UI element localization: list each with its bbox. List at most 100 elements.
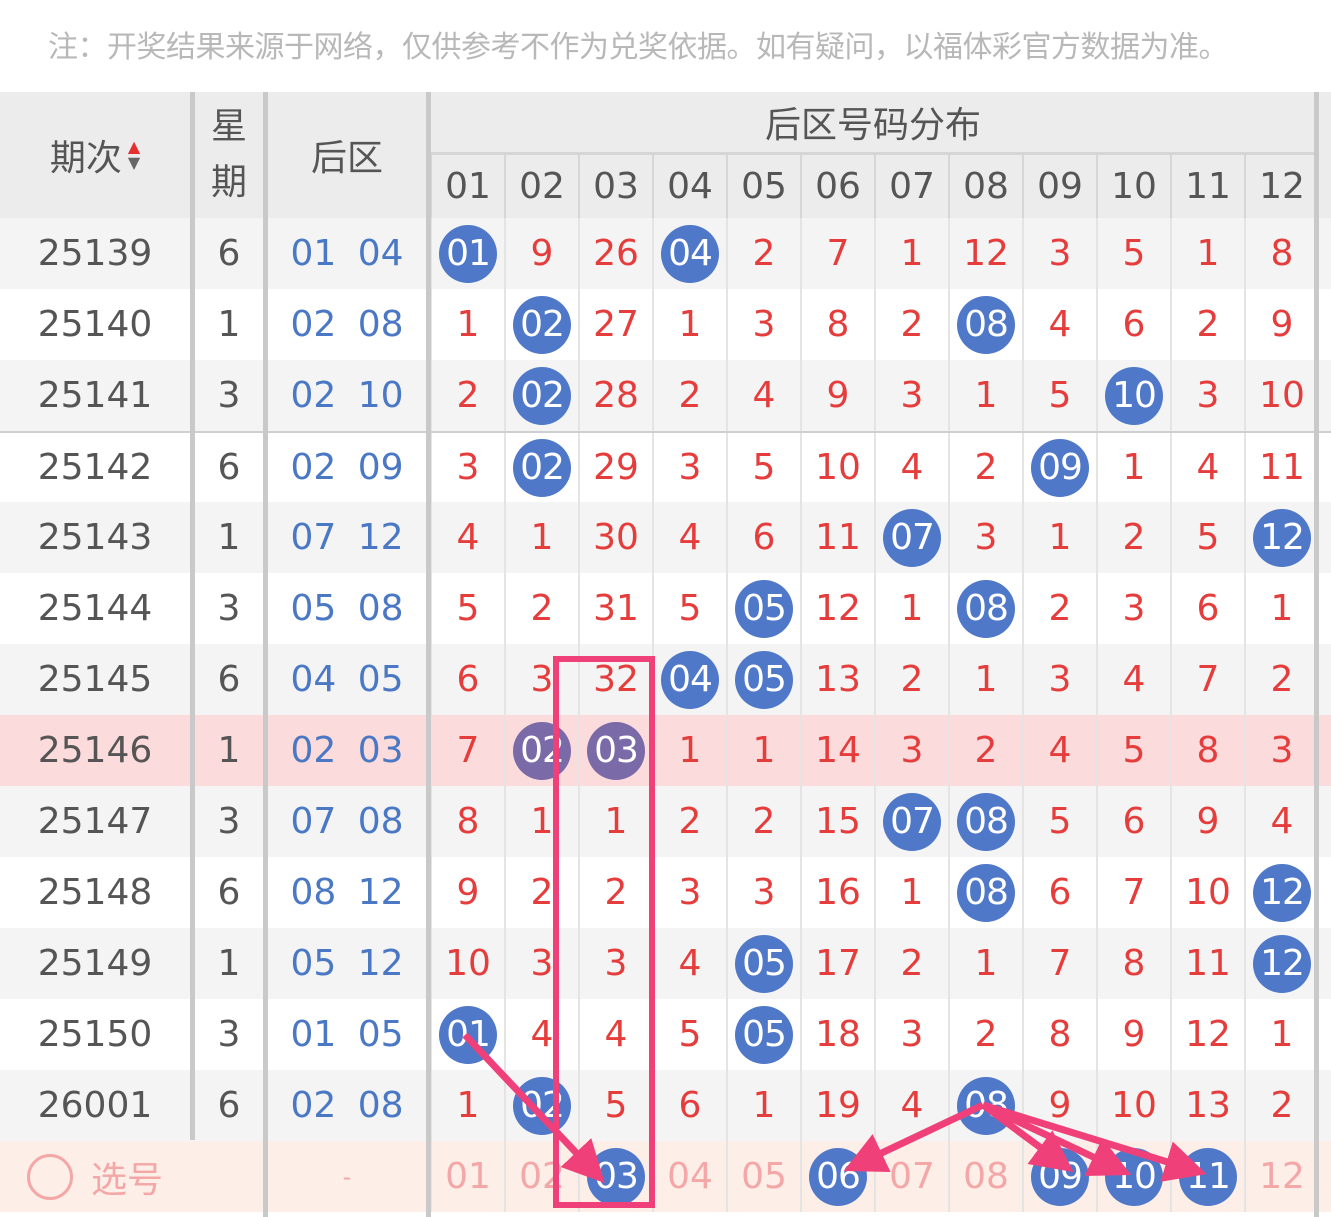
period-cell: 26001 <box>37 1085 153 1126</box>
hit-ball: 09 <box>1031 438 1089 497</box>
period-cell: 25147 <box>37 801 153 842</box>
distribution-cell: 3 <box>578 928 652 999</box>
week-cell: 1 <box>217 730 241 771</box>
table-row[interactable]: 25140 1 02 08 1 02 27 1 3 8 2 08 4 6 2 9 <box>0 289 1331 360</box>
distribution-cell: 1 <box>430 1070 504 1141</box>
distribution-cell: 4 <box>578 999 652 1070</box>
distribution-cell: 3 <box>1244 715 1318 786</box>
distribution-cell: 11 <box>1170 928 1244 999</box>
distribution-cell: 9 <box>1022 1070 1096 1141</box>
distribution-cell: 8 <box>430 786 504 857</box>
table-row[interactable]: 25139 6 01 04 01 9 26 04 2 7 1 12 3 5 1 8 <box>0 218 1331 289</box>
table-row[interactable]: 25146 1 02 03 7 02 03 1 1 14 3 2 4 5 8 3 <box>0 715 1331 786</box>
table-row[interactable]: 25148 6 08 12 9 2 2 3 3 16 1 08 6 7 10 12 <box>0 857 1331 928</box>
distribution-cell: 6 <box>1022 857 1096 928</box>
distribution-cell: 1 <box>726 1070 800 1141</box>
period-cell: 25143 <box>37 517 153 558</box>
distribution-cell: 02 <box>504 360 578 431</box>
distribution-cell: 3 <box>726 857 800 928</box>
distribution-cell: 6 <box>1170 573 1244 644</box>
distribution-cell: 7 <box>430 715 504 786</box>
distribution-cell: 6 <box>1096 289 1170 360</box>
table-row[interactable]: 25143 1 07 12 4 1 30 4 6 11 07 3 1 2 5 12 <box>0 502 1331 573</box>
distribution-cell: 3 <box>1022 644 1096 715</box>
distribution-cell: 5 <box>1022 360 1096 431</box>
distribution-cell: 2 <box>948 999 1022 1070</box>
distribution-cell: 9 <box>1170 786 1244 857</box>
sort-up-down-icon[interactable]: ▲ ▼ <box>127 137 141 172</box>
period-cell: 25149 <box>37 943 153 984</box>
selected-ball[interactable]: 09 <box>1031 1147 1089 1206</box>
table-row[interactable]: 25147 3 07 08 8 1 1 2 2 15 07 08 5 6 9 4 <box>0 786 1331 857</box>
distribution-cell: 5 <box>1170 502 1244 573</box>
divider <box>1314 92 1319 1217</box>
table-row[interactable]: 25144 3 05 08 5 2 31 5 05 12 1 08 2 3 6 1 <box>0 573 1331 644</box>
distribution-cell: 02 <box>504 433 578 502</box>
period-cell: 25148 <box>37 872 153 913</box>
distribution-cell: 5 <box>726 433 800 502</box>
distribution-cell: 28 <box>578 360 652 431</box>
distribution-cell: 05 <box>726 999 800 1070</box>
distribution-cell: 3 <box>504 928 578 999</box>
distribution-cell: 07 <box>874 786 948 857</box>
distribution-cell: 6 <box>726 502 800 573</box>
distribution-cell: 5 <box>1022 786 1096 857</box>
select-number-cell[interactable]: 07 <box>874 1141 948 1212</box>
distribution-cell: 15 <box>800 786 874 857</box>
number-column-header: 11 <box>1170 155 1244 218</box>
table-row[interactable]: 25149 1 05 12 10 3 3 4 05 17 2 1 7 8 11 12 <box>0 928 1331 999</box>
distribution-cell: 4 <box>430 502 504 573</box>
distribution-cell: 4 <box>874 433 948 502</box>
number-header-row: 01 02 03 04 05 06 07 08 09 10 11 12 <box>430 155 1316 218</box>
distribution-cell: 30 <box>578 502 652 573</box>
table-row[interactable]: 25145 6 04 05 6 3 32 04 05 13 2 1 3 4 7 2 <box>0 644 1331 715</box>
week-header-line1: 星 <box>210 106 247 147</box>
back-numbers-cell: 04 05 <box>290 659 404 700</box>
table-row[interactable]: 26001 6 02 08 1 02 5 6 1 19 4 08 9 10 13 2 <box>0 1070 1331 1141</box>
select-number-cell[interactable]: 05 <box>726 1141 800 1212</box>
distribution-cell: 02 <box>504 715 578 786</box>
radio-circle-icon[interactable] <box>26 1153 73 1200</box>
distribution-cell: 1 <box>874 218 948 289</box>
select-number-cell[interactable]: 08 <box>948 1141 1022 1212</box>
distribution-cell: 2 <box>874 928 948 999</box>
distribution-cell: 1 <box>948 360 1022 431</box>
table-row[interactable]: 25141 3 02 10 2 02 28 2 4 9 3 1 5 10 3 10 <box>0 360 1331 431</box>
period-header[interactable]: 期次 ▲ ▼ <box>0 92 190 218</box>
distribution-cell: 2 <box>948 433 1022 502</box>
table-row[interactable]: 25142 6 02 09 3 02 29 3 5 10 4 2 09 1 4 11 <box>0 431 1331 502</box>
distribution-cell: 12 <box>948 218 1022 289</box>
distribution-cell: 03 <box>578 715 652 786</box>
distribution-cell: 1 <box>1022 502 1096 573</box>
distribution-cell: 2 <box>874 289 948 360</box>
distribution-cell: 4 <box>726 360 800 431</box>
select-number-cell[interactable]: 12 <box>1244 1141 1318 1212</box>
week-cell: 6 <box>217 659 241 700</box>
table-row[interactable]: 25150 3 01 05 01 4 4 5 05 18 3 2 8 9 12 1 <box>0 999 1331 1070</box>
hit-ball: 05 <box>735 934 793 993</box>
hit-ball: 02 <box>513 721 571 780</box>
hit-ball: 02 <box>513 438 571 497</box>
distribution-cell: 10 <box>800 433 874 502</box>
distribution-cell: 1 <box>652 289 726 360</box>
distribution-cell: 12 <box>1244 502 1318 573</box>
distribution-cell: 4 <box>1096 644 1170 715</box>
distribution-cell: 11 <box>800 502 874 573</box>
distribution-cell: 4 <box>1244 786 1318 857</box>
select-number-cell[interactable]: 01 <box>430 1141 504 1212</box>
hit-ball: 05 <box>735 579 793 638</box>
distribution-cell: 6 <box>1096 786 1170 857</box>
hit-ball: 12 <box>1253 934 1311 993</box>
period-cell: 25144 <box>37 588 153 629</box>
hit-ball: 02 <box>513 366 571 425</box>
distribution-cell: 17 <box>800 928 874 999</box>
distribution-cell: 3 <box>652 433 726 502</box>
distribution-cell: 3 <box>948 502 1022 573</box>
back-numbers-cell: 02 03 <box>290 730 404 771</box>
select-button[interactable]: 选号 <box>0 1141 190 1212</box>
distribution-cell: 3 <box>874 999 948 1070</box>
hit-ball: 08 <box>957 792 1015 851</box>
select-number-cell[interactable]: 09 <box>1022 1141 1096 1212</box>
number-column-header: 06 <box>800 155 874 218</box>
